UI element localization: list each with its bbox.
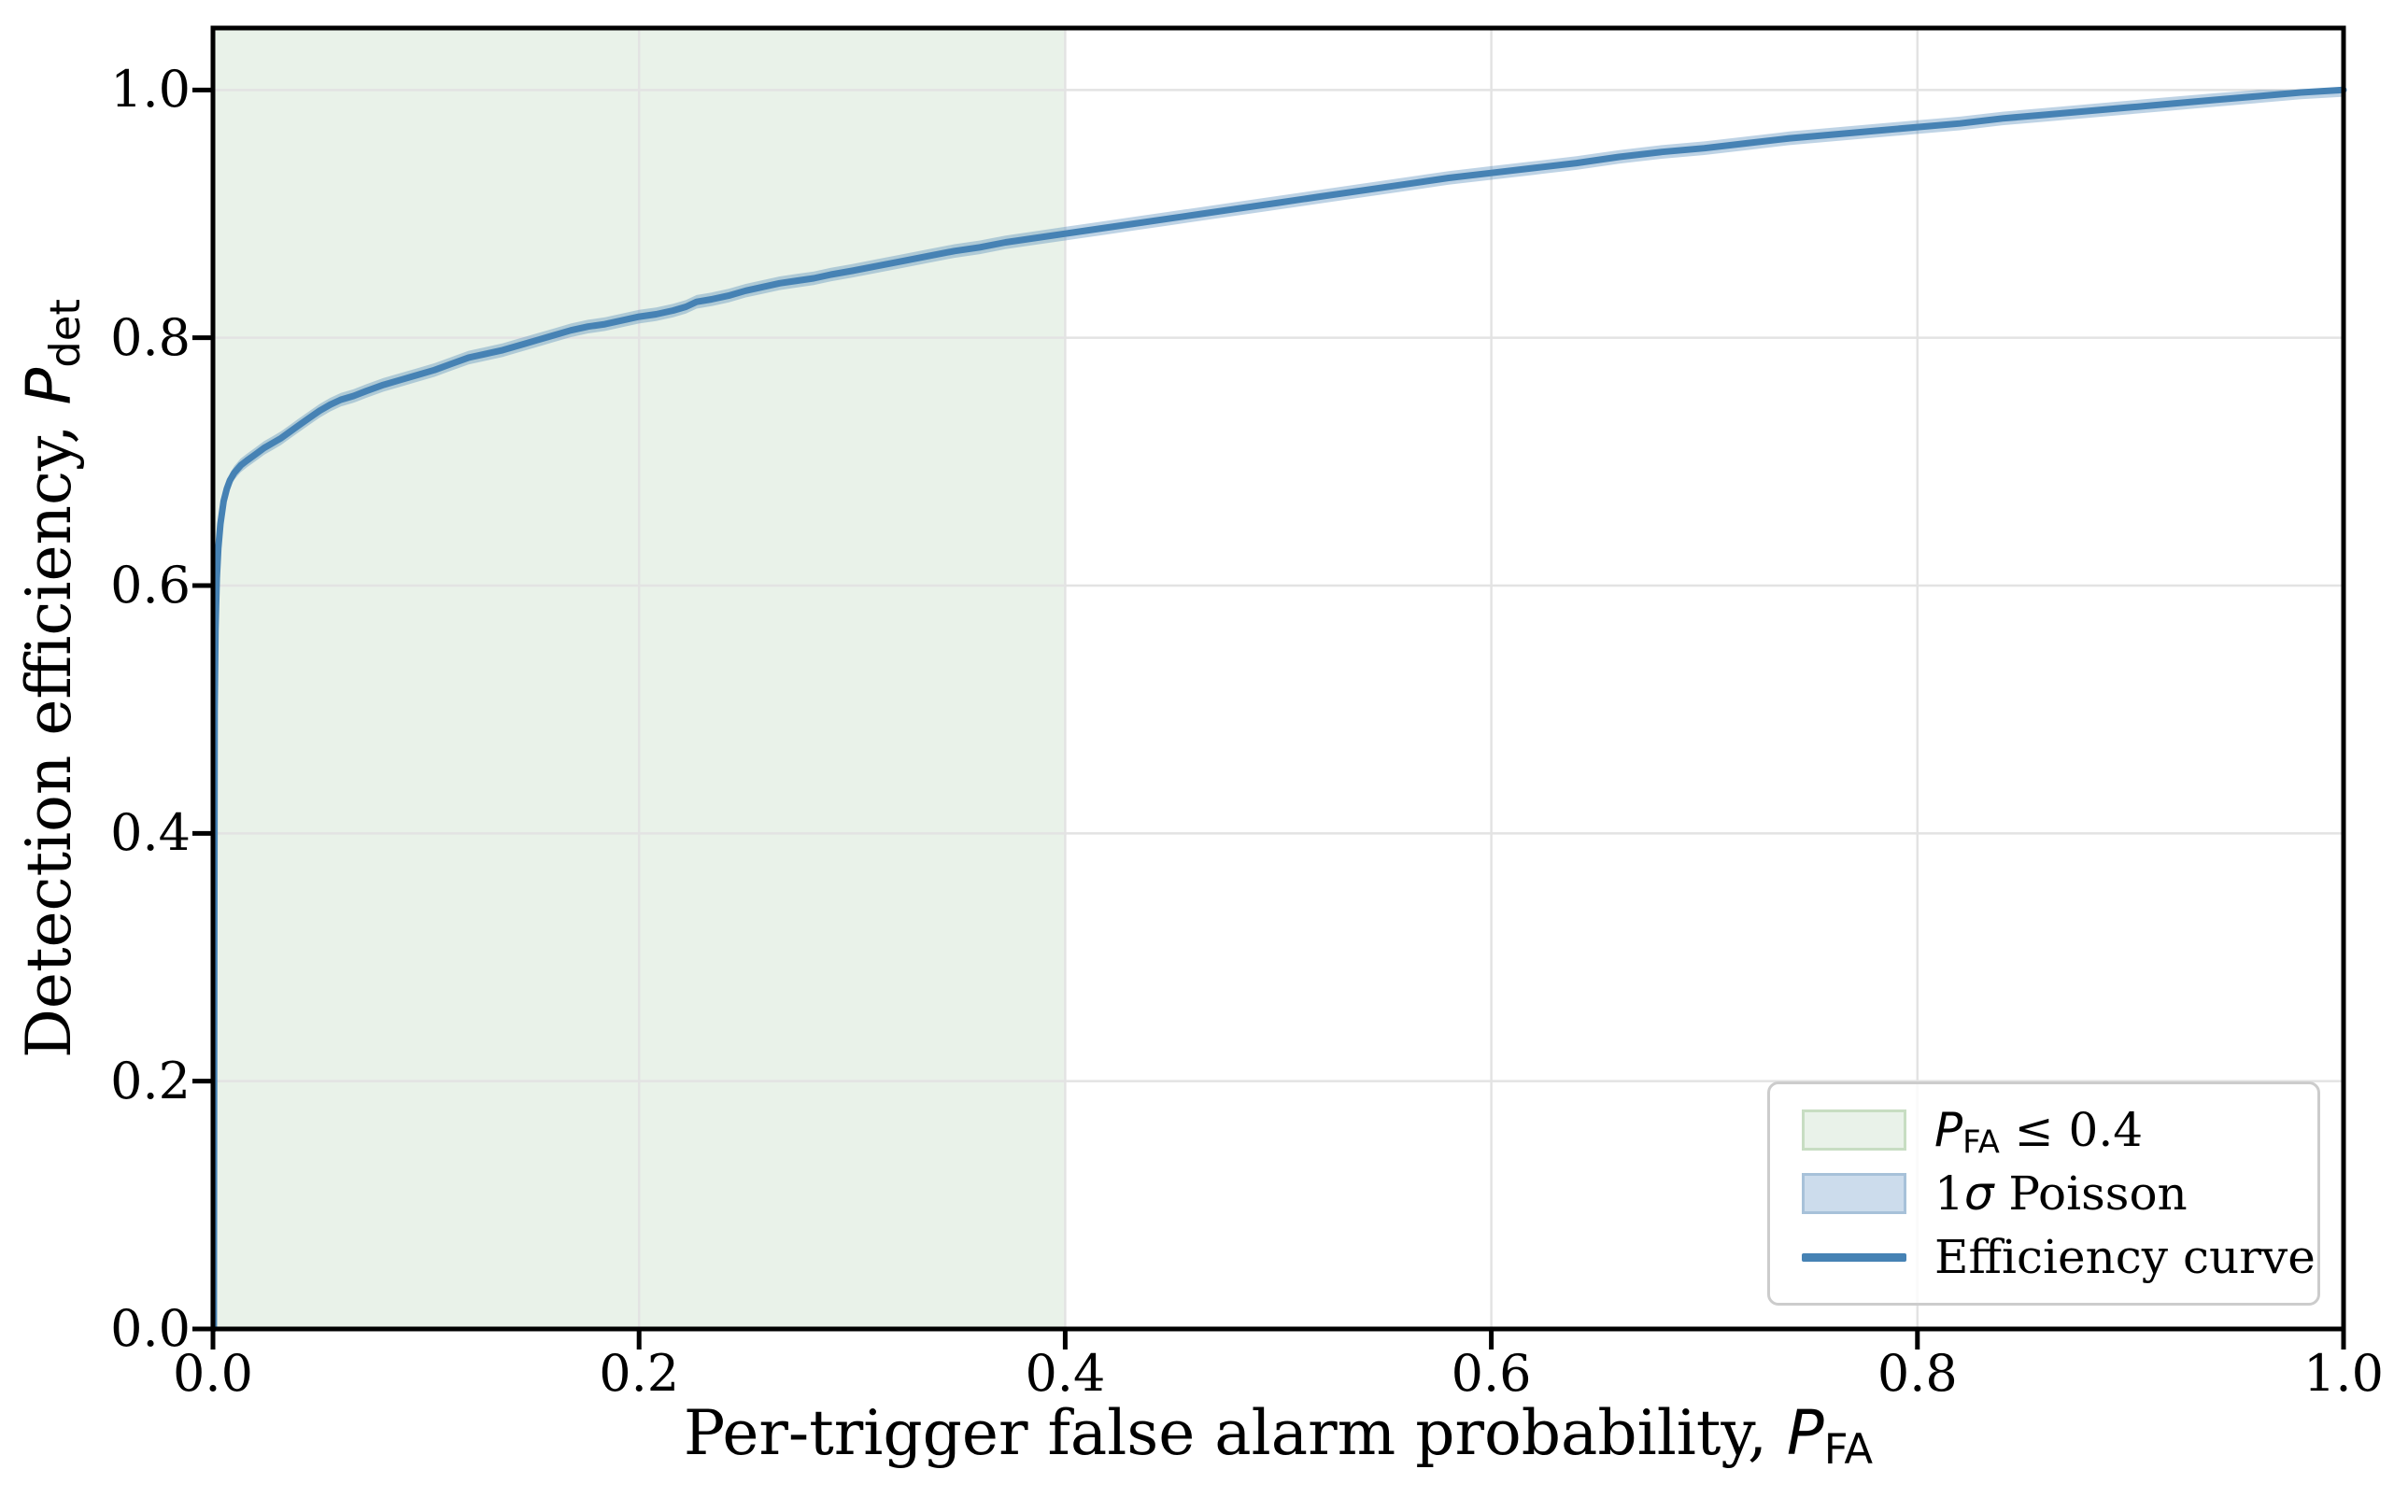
axes-frame: [210, 25, 2346, 1332]
x-tick-label: 0.2: [599, 1344, 680, 1403]
band-swatch-icon: [1802, 1173, 1906, 1214]
x-axis-label-text: Per-trigger false alarm probability,: [683, 1397, 1787, 1469]
y-tick-label: 0.6: [110, 556, 191, 615]
y-axis-label: Detection efficiency, Pdet: [13, 28, 90, 1329]
y-axis-label-text: Detection efficiency,: [13, 404, 85, 1059]
y-tick-label: 0.4: [110, 803, 191, 863]
legend-region-symbol: P: [1934, 1103, 1963, 1157]
y-tick-label: 0.8: [110, 307, 191, 367]
legend-band-symbol: σ: [1963, 1166, 1994, 1221]
y-tick-label: 1.0: [110, 60, 191, 120]
y-axis-symbol-sub: det: [39, 298, 90, 368]
y-tick-label: 0.2: [110, 1051, 191, 1110]
legend-region-rest: ≤ 0.4: [1999, 1103, 2144, 1157]
x-axis-symbol: P: [1786, 1397, 1824, 1469]
x-tick-label: 0.4: [1025, 1344, 1106, 1403]
legend: PFA ≤ 0.4 1σ Poisson Efficiency curve: [1767, 1081, 2320, 1306]
legend-item-region: PFA ≤ 0.4: [1802, 1099, 2299, 1161]
x-tick-label: 0.8: [1877, 1344, 1958, 1403]
legend-label-band: 1σ Poisson: [1934, 1167, 2188, 1220]
y-tick-label: 0.0: [110, 1299, 191, 1358]
x-axis-label: Per-trigger false alarm probability, PFA: [213, 1397, 2344, 1470]
y-axis-symbol: P: [13, 367, 85, 405]
x-axis-symbol-sub: FA: [1823, 1423, 1874, 1474]
efficiency-curve: [210, 86, 2347, 1333]
legend-band-rest: Poisson: [1993, 1166, 2188, 1221]
legend-item-band: 1σ Poisson: [1802, 1163, 2299, 1224]
legend-label-curve: Efficiency curve: [1934, 1231, 2316, 1283]
legend-label-region: PFA ≤ 0.4: [1934, 1103, 2144, 1158]
legend-region-symbol-sub: FA: [1962, 1123, 2000, 1162]
legend-item-curve: Efficiency curve: [1802, 1226, 2316, 1288]
x-tick-label: 1.0: [2303, 1344, 2384, 1403]
region-swatch-icon: [1802, 1109, 1906, 1151]
x-tick-label: 0.0: [173, 1344, 253, 1403]
legend-curve-text: Efficiency curve: [1934, 1230, 2316, 1284]
legend-band-pre: 1: [1934, 1166, 1964, 1221]
curve-swatch-icon: [1802, 1252, 1906, 1262]
x-tick-label: 0.6: [1451, 1344, 1532, 1403]
